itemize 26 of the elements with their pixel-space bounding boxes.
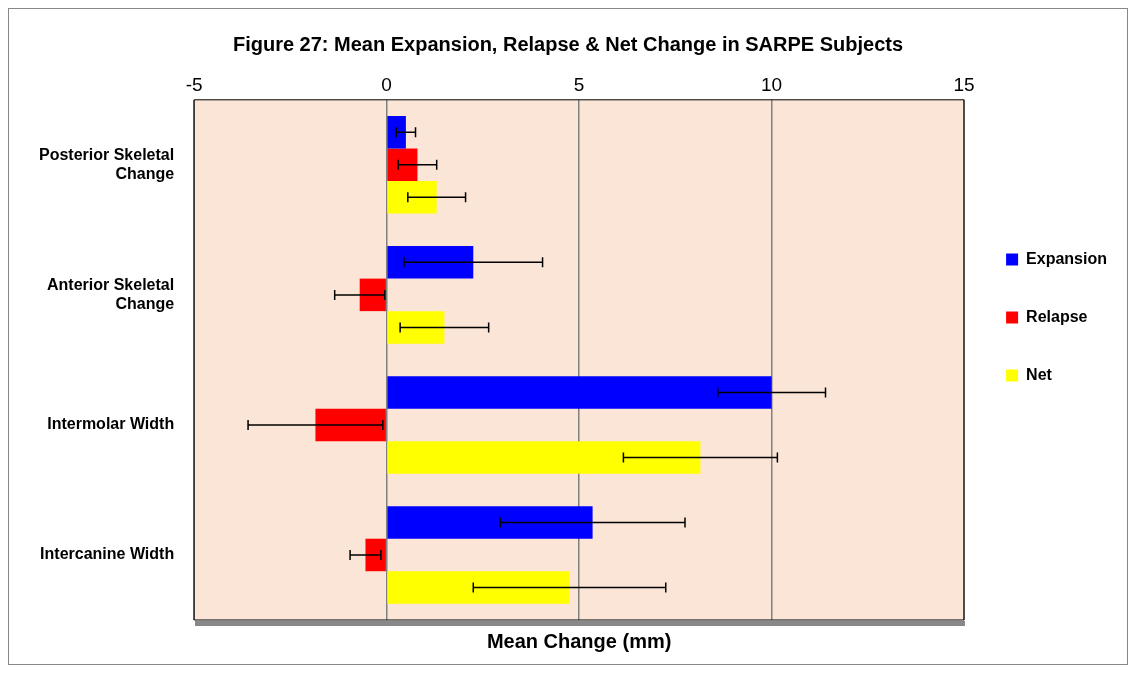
legend-label: Expansion: [1026, 249, 1107, 267]
x-tick-label: 10: [761, 73, 783, 95]
bar: [387, 441, 701, 474]
bar: [387, 311, 445, 344]
chart-title: Figure 27: Mean Expansion, Relapse & Net Change in SARPE Subjects: [232, 32, 904, 55]
bar: [387, 376, 772, 409]
bar: [365, 538, 386, 572]
y-tick-label: Intermolar Width: [47, 415, 175, 433]
bar: [387, 116, 406, 149]
y-tick-label: Anterior Skeletal Change: [47, 275, 175, 312]
x-axis-title: Mean Change (mm): [486, 629, 672, 652]
y-tick-label: Posterior Skeletal Change: [39, 145, 175, 182]
y-tick-label: Intercanine Width: [40, 545, 175, 563]
x-tick-label: -5: [185, 73, 203, 95]
bar: [387, 506, 593, 539]
bar: [387, 148, 418, 182]
bar: [387, 181, 437, 214]
legend-label: Net: [1026, 365, 1053, 383]
x-tick-label: 0: [381, 73, 392, 95]
legend-label: Relapse: [1026, 307, 1088, 325]
bar: [315, 408, 386, 442]
bar: [387, 246, 474, 279]
bar: [359, 278, 386, 312]
x-tick-label: 15: [953, 73, 975, 95]
bar: [387, 571, 570, 604]
x-tick-label: 5: [573, 73, 585, 95]
